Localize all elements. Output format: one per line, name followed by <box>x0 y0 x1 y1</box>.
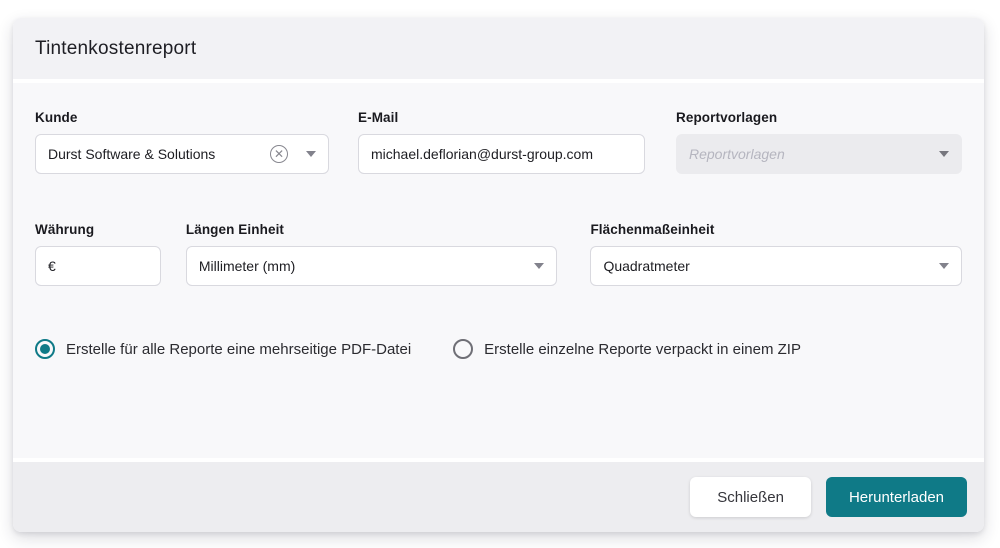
close-button[interactable]: Schließen <box>690 477 811 517</box>
flaechenmasseinheit-label: Flächenmaßeinheit <box>590 222 715 237</box>
radio-option-pdf[interactable]: Erstelle für alle Reporte eine mehrseiti… <box>35 339 411 359</box>
chevron-down-icon <box>939 151 949 157</box>
form-row-2: Währung Längen Einheit Millimeter (mm) F… <box>35 222 963 286</box>
kunde-label: Kunde <box>35 110 78 125</box>
page-title: Tintenkostenreport <box>35 37 197 59</box>
circle-x-icon[interactable]: ✕ <box>270 145 288 163</box>
radio-option-pdf-label: Erstelle für alle Reporte eine mehrseiti… <box>66 340 412 358</box>
waehrung-field[interactable] <box>35 246 161 286</box>
laengen-einheit-label: Längen Einheit <box>185 222 285 237</box>
kunde-select[interactable]: Durst Software & Solutions ✕ <box>35 134 329 174</box>
radio-option-zip[interactable]: Erstelle einzelne Reporte verpackt in ei… <box>453 339 801 359</box>
kunde-value: Durst Software & Solutions <box>48 146 216 162</box>
form-row-1: Kunde Durst Software & Solutions ✕ E-Mai… <box>35 110 962 174</box>
dialog-header: Tintenkostenreport <box>13 18 984 79</box>
chevron-down-icon[interactable] <box>534 263 545 269</box>
laengen-einheit-value: Millimeter (mm) <box>198 258 296 274</box>
dialog-body: Kunde Durst Software & Solutions ✕ E-Mai… <box>13 83 984 458</box>
waehrung-label: Währung <box>35 222 95 237</box>
laengen-einheit-select[interactable]: Millimeter (mm) <box>185 246 558 286</box>
reportvorlagen-label: Reportvorlagen <box>676 110 778 125</box>
dialog-footer: Schließen Herunterladen <box>13 462 984 532</box>
email-label: E-Mail <box>358 110 399 125</box>
field-group-laengen-einheit: Längen Einheit Millimeter (mm) <box>185 222 558 286</box>
tintenkostenreport-dialog: Tintenkostenreport Kunde Durst Software … <box>13 18 984 532</box>
flaechenmasseinheit-select[interactable]: Quadratmeter <box>590 246 963 286</box>
download-button[interactable]: Herunterladen <box>825 477 967 517</box>
chevron-down-icon[interactable] <box>939 263 950 269</box>
field-group-flaechenmasseinheit: Flächenmaßeinheit Quadratmeter <box>590 222 963 286</box>
field-group-reportvorlagen: Reportvorlagen Reportvorlagen <box>676 110 962 174</box>
flaechenmasseinheit-value: Quadratmeter <box>603 258 690 274</box>
radio-button-icon[interactable] <box>35 339 55 359</box>
reportvorlagen-placeholder: Reportvorlagen <box>689 146 785 162</box>
radio-button-icon[interactable] <box>453 339 474 359</box>
field-group-waehrung: Währung <box>35 222 161 286</box>
chevron-down-icon[interactable] <box>306 151 316 157</box>
field-group-kunde: Kunde Durst Software & Solutions ✕ <box>35 110 329 174</box>
email-field[interactable] <box>358 134 645 174</box>
radio-option-zip-label: Erstelle einzelne Reporte verpackt in ei… <box>484 340 801 358</box>
output-format-radio-group: Erstelle für alle Reporte eine mehrseiti… <box>35 339 962 359</box>
field-group-email: E-Mail <box>358 110 645 174</box>
reportvorlagen-select: Reportvorlagen <box>676 134 962 174</box>
